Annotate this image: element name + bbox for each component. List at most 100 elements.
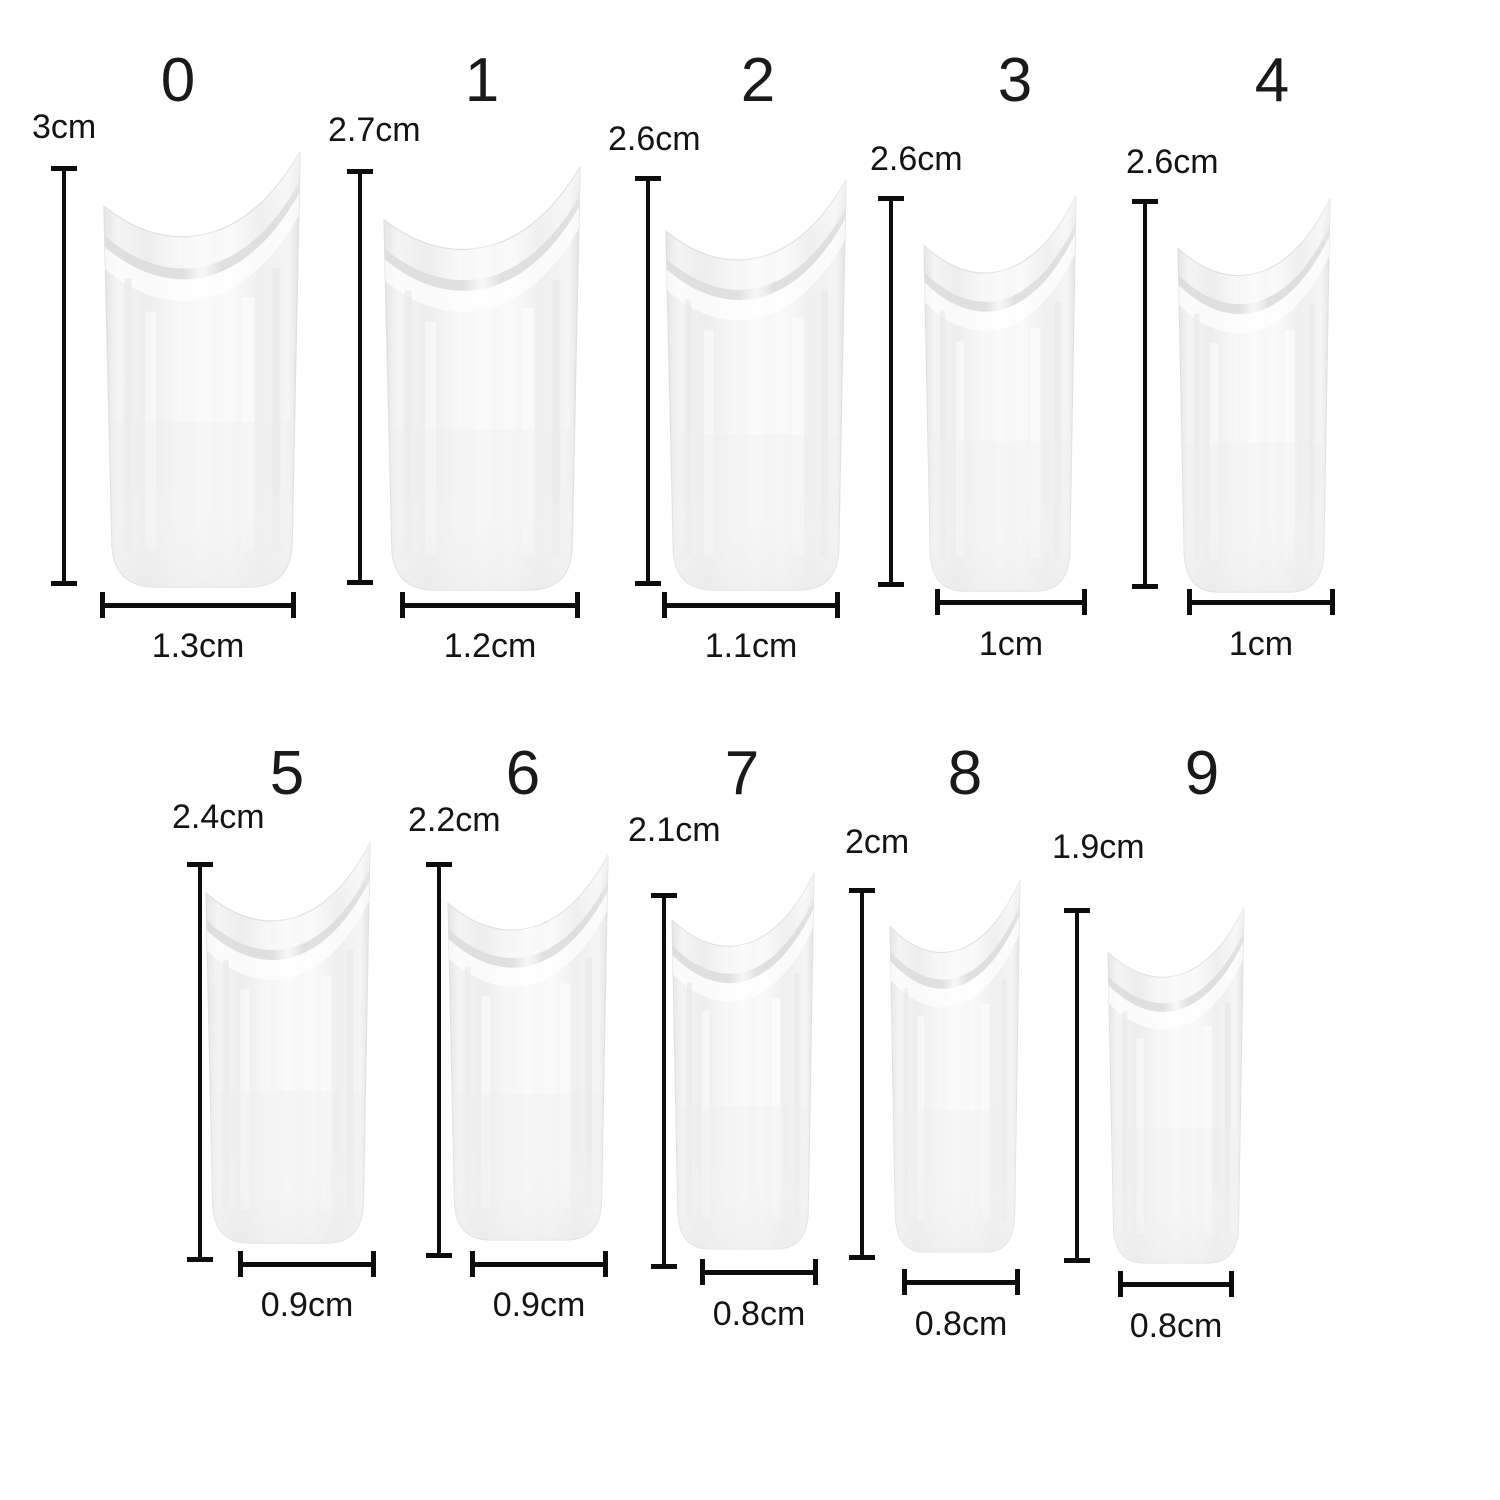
width-bar-left-cap-1 [400, 592, 405, 618]
width-dimension-bar-6 [470, 1262, 608, 1267]
length-dimension-bar-3 [889, 196, 893, 587]
width-bar-left-cap-6 [470, 1251, 475, 1277]
size-number-4: 4 [1254, 46, 1290, 115]
length-bar-bottom-cap-2 [635, 581, 661, 586]
width-label-2: 1.1cm [704, 627, 798, 665]
length-dimension-bar-9 [1075, 908, 1079, 1263]
length-bar-top-cap-1 [347, 169, 373, 174]
length-label-1: 2.7cm [328, 111, 421, 149]
width-bar-right-cap-7 [813, 1259, 818, 1285]
width-label-3: 1cm [978, 625, 1044, 663]
width-bar-left-cap-9 [1118, 1271, 1123, 1297]
length-bar-bottom-cap-0 [51, 581, 77, 586]
length-label-3: 2.6cm [870, 140, 963, 178]
length-bar-top-cap-7 [651, 893, 677, 898]
width-label-4: 1cm [1228, 625, 1294, 663]
size-number-6: 6 [505, 739, 541, 808]
nail-tip-3 [923, 195, 1077, 592]
length-bar-bottom-cap-9 [1064, 1258, 1090, 1263]
length-dimension-bar-1 [358, 169, 362, 585]
nail-tip-6 [447, 854, 609, 1241]
width-bar-right-cap-3 [1082, 589, 1087, 615]
width-bar-right-cap-1 [575, 592, 580, 618]
width-dimension-bar-5 [238, 1262, 376, 1267]
size-number-2: 2 [740, 46, 776, 115]
length-bar-top-cap-5 [187, 862, 213, 867]
width-dimension-bar-0 [100, 603, 296, 608]
length-dimension-bar-0 [62, 166, 66, 586]
width-label-8: 0.8cm [914, 1305, 1008, 1343]
width-dimension-bar-3 [935, 600, 1087, 605]
width-bar-left-cap-7 [700, 1259, 705, 1285]
length-label-9: 1.9cm [1052, 828, 1145, 866]
length-label-4: 2.6cm [1126, 143, 1219, 181]
size-number-7: 7 [724, 739, 760, 808]
length-label-2: 2.6cm [608, 120, 701, 158]
width-dimension-bar-4 [1187, 600, 1335, 605]
width-label-6: 0.9cm [492, 1286, 586, 1324]
length-bar-bottom-cap-1 [347, 580, 373, 585]
size-number-9: 9 [1184, 739, 1220, 808]
width-label-0: 1.3cm [151, 627, 245, 665]
length-dimension-bar-5 [198, 862, 202, 1262]
nail-tip-8 [889, 879, 1021, 1253]
length-label-7: 2.1cm [628, 811, 721, 849]
length-bar-top-cap-4 [1132, 199, 1158, 204]
width-bar-left-cap-4 [1187, 589, 1192, 615]
length-dimension-bar-6 [437, 862, 441, 1258]
width-bar-left-cap-3 [935, 589, 940, 615]
width-bar-right-cap-0 [291, 592, 296, 618]
nail-tip-2 [665, 179, 847, 591]
nail-tip-7 [671, 872, 815, 1250]
length-bar-top-cap-2 [635, 176, 661, 181]
size-number-0: 0 [160, 46, 196, 115]
width-label-1: 1.2cm [443, 627, 537, 665]
length-bar-top-cap-0 [51, 166, 77, 171]
nail-tip-5 [205, 842, 371, 1244]
length-label-0: 3cm [32, 108, 97, 146]
width-bar-right-cap-8 [1015, 1269, 1020, 1295]
length-bar-top-cap-9 [1064, 908, 1090, 913]
length-dimension-bar-8 [860, 888, 864, 1260]
width-bar-left-cap-0 [100, 592, 105, 618]
length-bar-bottom-cap-8 [849, 1255, 875, 1260]
length-bar-bottom-cap-3 [878, 582, 904, 587]
nail-tip-9 [1107, 907, 1245, 1264]
width-label-9: 0.8cm [1129, 1307, 1223, 1345]
length-bar-bottom-cap-7 [651, 1264, 677, 1269]
width-bar-right-cap-6 [603, 1251, 608, 1277]
width-bar-right-cap-9 [1229, 1271, 1234, 1297]
nail-tip-1 [383, 166, 581, 591]
width-dimension-bar-9 [1118, 1282, 1234, 1287]
length-bar-bottom-cap-4 [1132, 584, 1158, 589]
width-bar-left-cap-8 [902, 1269, 907, 1295]
length-bar-bottom-cap-5 [187, 1257, 213, 1262]
nail-tip-0 [103, 151, 301, 588]
length-bar-top-cap-8 [849, 888, 875, 893]
width-label-7: 0.8cm [712, 1295, 806, 1333]
width-dimension-bar-2 [662, 603, 840, 608]
width-dimension-bar-7 [700, 1270, 818, 1275]
width-bar-right-cap-2 [835, 592, 840, 618]
width-label-5: 0.9cm [260, 1286, 354, 1324]
length-dimension-bar-2 [646, 176, 650, 586]
nail-tip-4 [1177, 198, 1331, 593]
width-bar-left-cap-5 [238, 1251, 243, 1277]
size-number-8: 8 [947, 739, 983, 808]
length-label-5: 2.4cm [172, 798, 265, 836]
width-dimension-bar-1 [400, 603, 580, 608]
length-bar-bottom-cap-6 [426, 1253, 452, 1258]
width-bar-left-cap-2 [662, 592, 667, 618]
size-number-1: 1 [464, 46, 500, 115]
length-label-8: 2cm [845, 823, 910, 861]
size-number-3: 3 [997, 46, 1033, 115]
length-dimension-bar-7 [662, 893, 666, 1269]
width-bar-right-cap-5 [371, 1251, 376, 1277]
size-number-5: 5 [269, 739, 305, 808]
width-dimension-bar-8 [902, 1280, 1020, 1285]
length-bar-top-cap-3 [878, 196, 904, 201]
length-label-6: 2.2cm [408, 801, 501, 839]
length-dimension-bar-4 [1143, 199, 1147, 589]
length-bar-top-cap-6 [426, 862, 452, 867]
